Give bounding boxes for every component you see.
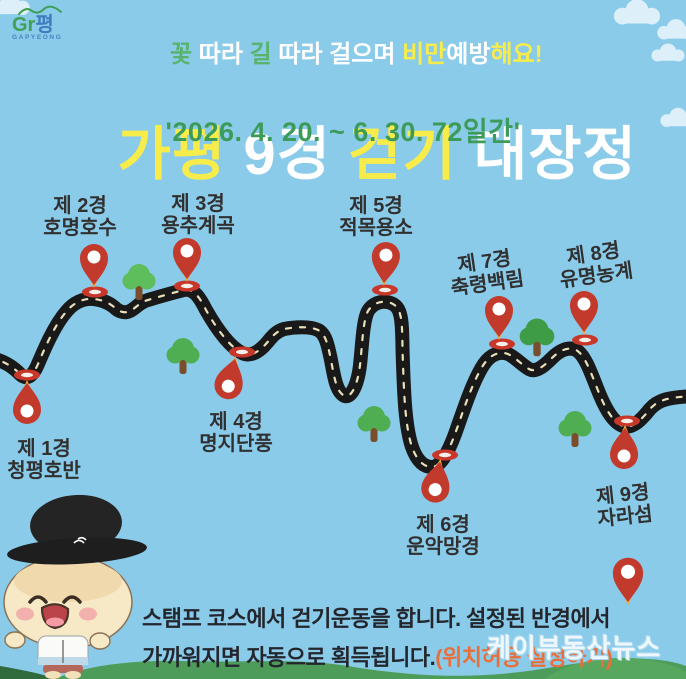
stop-label-4: 제 4경 명지단풍 (199, 411, 273, 456)
tree-icon (558, 411, 592, 447)
poster-title: 가평 9경 걷기 대장정 (117, 122, 637, 187)
pin-8-icon (570, 291, 598, 346)
cloud-icon (651, 43, 685, 62)
footer-text-line2: 가까워지면 자동으로 획득됩니다.(위치허용 설정하기) (142, 645, 613, 670)
watermark: 케이부동산뉴스 (487, 633, 662, 663)
mascot-mouth (40, 603, 70, 630)
route-road (0, 282, 686, 475)
finish-pin-icon (612, 557, 644, 606)
cloud-icon (660, 107, 686, 127)
logo-subtext: GAPYEONG (12, 34, 63, 41)
stop-label-1: 제 1경 청평호반 (7, 438, 81, 483)
pin-4-icon (211, 346, 255, 403)
stop-label-6: 제 6경 운악망경 (406, 514, 480, 559)
cloud-icon (657, 19, 686, 40)
hill-graphic (0, 657, 686, 679)
cloud-icon (613, 0, 661, 25)
tagline: 꽃 따라 길 따라 걸으며 비만예방해요! (170, 41, 543, 68)
pin-7-icon (485, 296, 515, 350)
tree-icon (519, 318, 555, 357)
location-permission-cta: (위치허용 설정하기) (435, 645, 613, 670)
mascot-eye (28, 595, 48, 604)
logo-text: Gr (12, 14, 36, 36)
tree-icon (357, 406, 391, 442)
pin-1-icon (13, 369, 41, 424)
gapyeong-logo: Gr평 GAPYEONG (12, 5, 82, 42)
logo-mountain-wave-icon (18, 5, 62, 15)
stop-label-5: 제 5경 적목용소 (339, 195, 413, 240)
tree-icon (166, 338, 200, 374)
footer-text-line1: 스탬프 코스에서 걷기운동을 합니다. 설정된 반경에서 (142, 606, 610, 631)
stop-label-3: 제 3경 용추계곡 (161, 193, 235, 238)
event-date-range: '2026. 4. 20. ~ 6. 30. 72일간' (165, 117, 521, 147)
stop-label-9: 제 9경 자라섬 (595, 481, 654, 532)
mascot-character (3, 494, 147, 679)
stop-label-2: 제 2경 호명호수 (43, 195, 117, 240)
mascot-hat (7, 494, 147, 565)
mascot-eye (62, 595, 82, 604)
